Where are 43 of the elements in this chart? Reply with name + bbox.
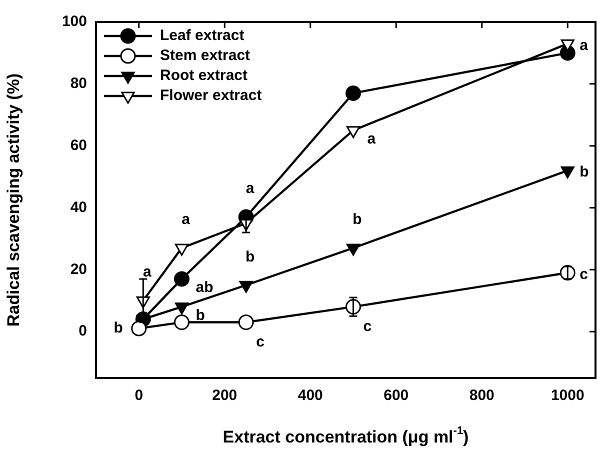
annotation: b [580,164,589,181]
point [239,280,253,293]
point [346,126,360,138]
annotation: a [367,130,376,148]
legend-label: Root extract [160,67,248,84]
point [174,314,190,330]
x-tick-label: 0 [134,387,144,404]
annotation: b [114,320,123,337]
annotation: b [352,211,362,228]
y-tick-label: 60 [70,136,87,154]
point [346,85,362,101]
y-axis-title: Radical scavenging activity (%) [4,73,23,327]
annotation: ab [196,279,214,296]
annotation: c [363,318,372,335]
y-tick-label: 20 [70,260,87,278]
point [174,271,190,287]
legend-label: Stem extract [160,47,250,64]
y-tick-label: 100 [62,13,87,30]
annotation: c [256,333,264,350]
point [238,314,254,330]
point [560,265,576,280]
point [174,244,189,256]
point [560,166,574,178]
point [131,320,147,336]
annotation: a [580,36,589,54]
x-tick-label: 1000 [550,387,584,404]
point [346,244,360,256]
x-tick-label: 600 [384,387,409,404]
annotation: b [245,248,255,266]
x-tick-label: 800 [469,387,494,404]
annotation: b [196,306,205,324]
y-tick-label: 80 [70,75,87,92]
annotation: a [182,211,191,228]
annotation: a [246,180,255,198]
annotation: c [580,266,588,283]
y-tick-label: 0 [78,322,87,340]
y-tick-label: 40 [70,198,87,216]
legend-label: Flower extract [160,87,262,104]
legend-label: Leaf extract [160,27,244,44]
x-tick-label: 200 [212,387,238,404]
point [174,302,189,315]
x-tick-label: 400 [298,387,323,404]
annotation: a [142,264,152,281]
